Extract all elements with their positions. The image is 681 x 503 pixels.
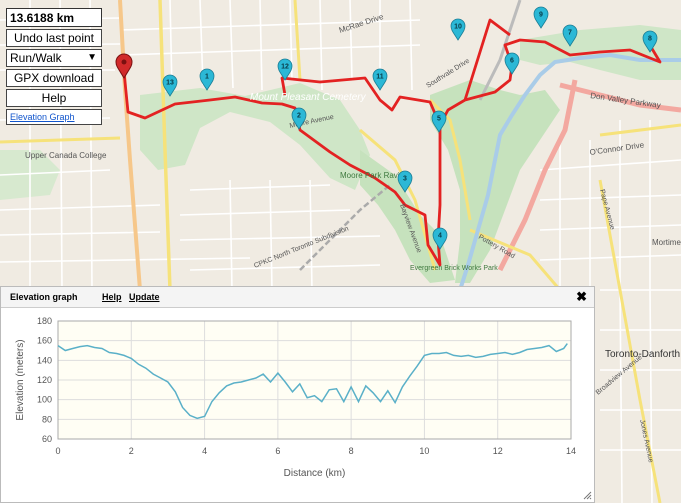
- route-marker-5[interactable]: 5: [431, 110, 447, 133]
- route-marker-label: 5: [437, 116, 441, 123]
- y-tick-label: 80: [42, 414, 52, 424]
- don-valley-park: [430, 80, 560, 283]
- don-river: [458, 52, 681, 291]
- y-tick-label: 100: [37, 395, 52, 405]
- help-button[interactable]: Help: [6, 89, 102, 107]
- route-marker-6[interactable]: 6: [504, 52, 520, 75]
- route-marker-label: 9: [539, 12, 543, 19]
- distance-readout: 13.6188 km: [6, 8, 102, 27]
- elevation-panel-header: Elevation graph Help Update ✖: [1, 287, 594, 308]
- x-tick-label: 8: [349, 446, 354, 456]
- elevation-help-link[interactable]: Help: [102, 292, 122, 302]
- x-tick-label: 10: [419, 446, 429, 456]
- route-marker-label: 6: [510, 58, 514, 65]
- route-marker-10[interactable]: 10: [450, 18, 466, 41]
- elevation-update-link[interactable]: Update: [129, 292, 160, 302]
- x-tick-label: 4: [202, 446, 207, 456]
- y-tick-label: 60: [42, 434, 52, 444]
- x-tick-label: 14: [566, 446, 576, 456]
- elevation-graph-link[interactable]: Elevation Graph: [10, 112, 75, 122]
- label-danforth: Toronto-Danforth: [605, 349, 680, 360]
- route-marker-label: 11: [376, 74, 384, 81]
- x-axis-label: Distance (km): [284, 468, 346, 479]
- route-marker-label: 10: [454, 24, 462, 31]
- elevation-graph-link-box: Elevation Graph: [6, 109, 102, 125]
- elevation-panel-title: Elevation graph: [10, 292, 78, 302]
- route-marker-label: 12: [281, 64, 289, 71]
- y-tick-label: 140: [37, 355, 52, 365]
- y-tick-label: 180: [37, 316, 52, 326]
- route-marker-9[interactable]: 9: [533, 6, 549, 29]
- route-line: [122, 18, 662, 267]
- resize-handle-icon[interactable]: [582, 490, 592, 500]
- close-icon[interactable]: ✖: [576, 289, 587, 304]
- activity-mode-value: Run/Walk: [10, 51, 62, 65]
- x-tick-label: 2: [129, 446, 134, 456]
- activity-mode-select[interactable]: Run/Walk ▼: [6, 49, 102, 67]
- route-marker-11[interactable]: 11: [372, 68, 388, 91]
- route-marker-label: 7: [568, 30, 572, 37]
- route-marker-3[interactable]: 3: [397, 170, 413, 193]
- elevation-series-line: [57, 343, 568, 420]
- start-marker[interactable]: [115, 53, 133, 79]
- gpx-download-button[interactable]: GPX download: [6, 69, 102, 87]
- route-marker-label: 4: [438, 233, 442, 240]
- elevation-chart: 60 80 100 120 140 160 180 0 2 4 6 8 10 12 14 Distance (…: [15, 316, 576, 479]
- elevation-panel: Elevation graph Help Update ✖ 60 80 100 120…: [0, 286, 595, 503]
- x-tick-label: 6: [275, 446, 280, 456]
- route-marker-12[interactable]: 12: [277, 58, 293, 81]
- route-marker-label: 13: [166, 80, 174, 87]
- y-tick-label: 160: [37, 336, 52, 346]
- route-marker-label: 8: [648, 36, 652, 43]
- y-tick-label: 120: [37, 375, 52, 385]
- route-marker-label: 3: [403, 176, 407, 183]
- label-brick-works: Evergreen Brick Works Park: [410, 265, 498, 272]
- x-tick-label: 12: [493, 446, 503, 456]
- route-marker-8[interactable]: 8: [642, 30, 658, 53]
- chevron-down-icon: ▼: [87, 52, 97, 63]
- route-marker-label: 2: [297, 113, 301, 120]
- route-marker-4[interactable]: 4: [432, 227, 448, 250]
- label-moore-park: Moore Park Ravine: [340, 171, 409, 180]
- x-tick-label: 0: [55, 446, 60, 456]
- y-axis-label: Elevation (meters): [15, 339, 26, 420]
- label-mount-pleasant: Mount Pleasant Cemetery: [250, 92, 367, 103]
- route-marker-2[interactable]: 2: [291, 107, 307, 130]
- route-marker-7[interactable]: 7: [562, 24, 578, 47]
- label-upper-canada: Upper Canada College: [25, 151, 107, 160]
- route-controls: 13.6188 km Undo last point Run/Walk ▼ GP…: [6, 8, 102, 125]
- undo-last-point-button[interactable]: Undo last point: [6, 29, 102, 47]
- cemetery-park: [140, 83, 370, 190]
- route-marker-13[interactable]: 13: [162, 74, 178, 97]
- plot-border: [57, 320, 572, 440]
- route-marker-label: 1: [205, 74, 209, 81]
- route-marker-1[interactable]: 1: [199, 68, 215, 91]
- label-mortimer: Mortimer: [652, 238, 681, 247]
